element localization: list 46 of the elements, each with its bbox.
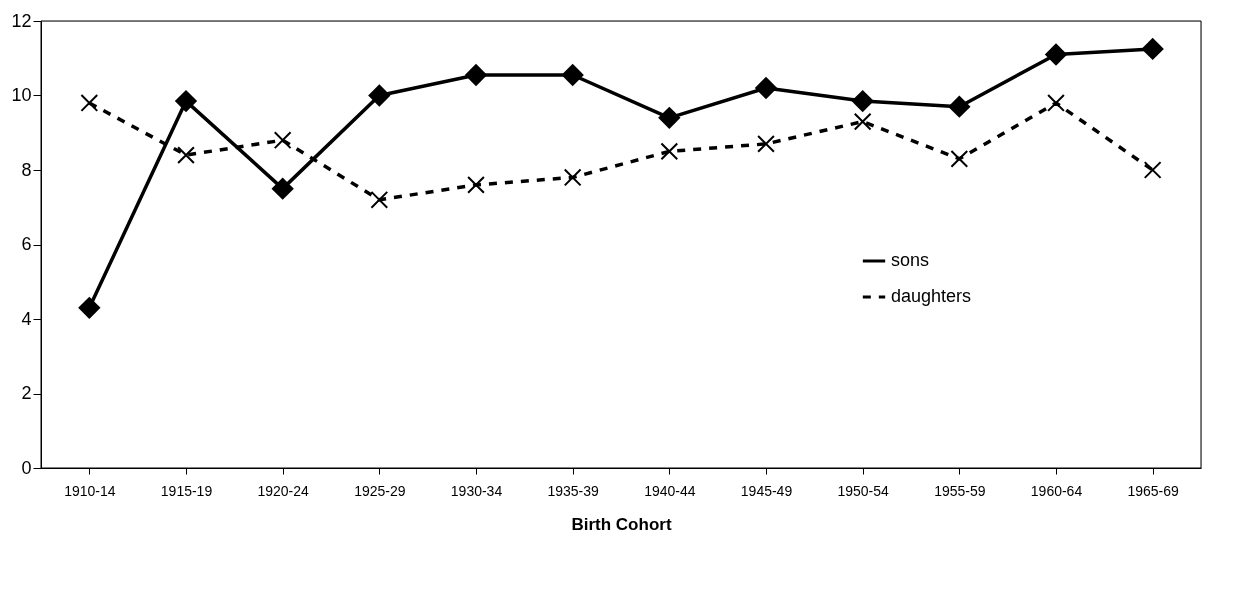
point xyxy=(464,63,488,87)
point xyxy=(754,76,778,100)
y-tick-label: 12 xyxy=(11,10,32,31)
point xyxy=(950,149,969,168)
point xyxy=(1047,94,1065,112)
y-tick-label: 6 xyxy=(21,234,32,254)
y-tick-label: 4 xyxy=(21,308,32,329)
point xyxy=(948,95,971,118)
point xyxy=(78,296,101,320)
point xyxy=(1141,37,1164,61)
y-tick-label: 2 xyxy=(21,383,32,403)
point xyxy=(658,106,681,130)
y-tick-label: 0 xyxy=(21,457,32,478)
x-tick-label: 1920-24 xyxy=(257,482,310,499)
point xyxy=(1143,161,1162,179)
point xyxy=(368,84,391,107)
x-tick-label: 1965-69 xyxy=(1127,482,1180,499)
x-tick-label: 1950-54 xyxy=(837,482,890,499)
y-tick-label: 10 xyxy=(11,85,32,105)
point xyxy=(271,177,294,200)
x-tick-label: 1925-29 xyxy=(354,482,406,499)
x-tick-label: 1915-19 xyxy=(160,482,213,499)
x-tick-label: 1930-34 xyxy=(450,482,503,499)
x-tick-label: 1935-39 xyxy=(547,482,600,499)
point xyxy=(853,112,872,131)
x-tick-label: 1945-49 xyxy=(740,482,793,499)
point xyxy=(851,89,874,113)
x-tick-label: 1955-59 xyxy=(934,482,986,499)
x-tick-label: 1960-64 xyxy=(1030,482,1083,499)
point xyxy=(660,142,679,161)
x-axis-title: Birth Cohort xyxy=(571,514,672,534)
point xyxy=(273,131,292,150)
point xyxy=(1044,43,1068,66)
point xyxy=(467,175,485,194)
legend-label: sons xyxy=(891,250,930,270)
point xyxy=(177,146,195,165)
legend-label: daughters xyxy=(891,286,972,306)
point xyxy=(80,94,99,112)
point xyxy=(370,190,389,209)
x-tick-label: 1910-14 xyxy=(64,482,116,499)
point xyxy=(561,63,584,87)
y-tick-label: 8 xyxy=(21,159,32,180)
x-tick-label: 1940-44 xyxy=(644,482,696,499)
point xyxy=(174,89,198,113)
point xyxy=(757,135,775,153)
point xyxy=(563,168,582,187)
